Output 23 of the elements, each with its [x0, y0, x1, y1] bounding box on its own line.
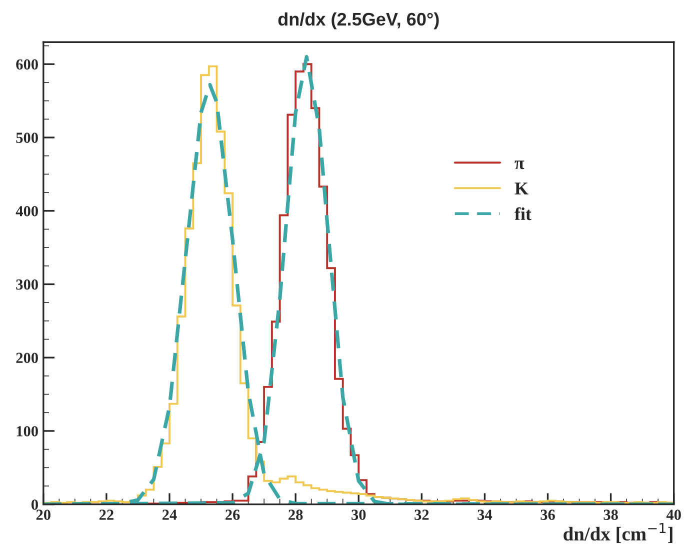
- x-tick-label: 30: [352, 510, 366, 520]
- y-tick-label: 400: [16, 206, 38, 216]
- x-tick-label: 34: [478, 510, 492, 520]
- x-tick-label: 40: [666, 510, 681, 520]
- y-tick-label: 200: [16, 352, 38, 364]
- legend-label: fit: [514, 207, 532, 220]
- x-tick-label: 22: [99, 510, 114, 520]
- y-tick-label: 300: [16, 279, 38, 290]
- chart-title: dn/dx (2.5GeV, 60°): [278, 12, 439, 30]
- x-tick-label: 26: [226, 510, 240, 520]
- x-axis-title: dn/dx [cm$^{−1}$]: [564, 523, 672, 543]
- x-tick-label: 32: [414, 510, 429, 520]
- x-tick-label: 20: [36, 510, 50, 520]
- x-tick-label: 28: [288, 510, 303, 520]
- x-tick-label: 36: [540, 510, 555, 520]
- x-tick-label: 38: [604, 510, 618, 520]
- y-tick-label: 600: [16, 59, 38, 70]
- x-tick-label: 24: [162, 510, 177, 520]
- y-tick-label: 500: [16, 132, 38, 143]
- y-tick-label: 100: [16, 426, 38, 436]
- legend-label: π: [514, 160, 524, 170]
- legend-label: K: [514, 182, 528, 194]
- y-tick-label: 0: [31, 499, 38, 510]
